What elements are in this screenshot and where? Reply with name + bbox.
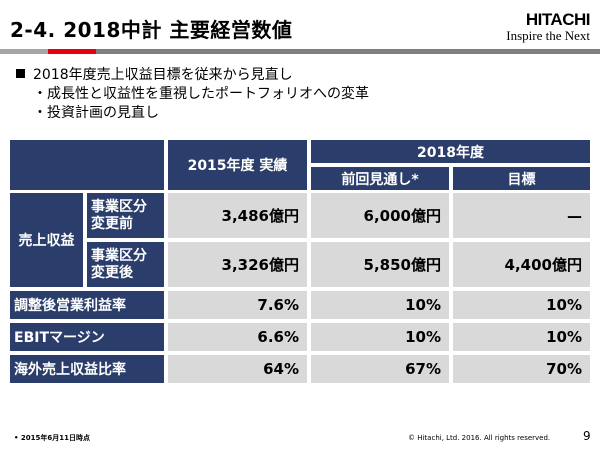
- row-sublabel: 事業区分 変更前: [87, 193, 164, 238]
- header-2015: 2015年度 実績: [168, 140, 307, 190]
- page-number: 9: [583, 429, 591, 443]
- row-sublabel: 事業区分 変更後: [87, 242, 164, 287]
- bullet-list: 2018年度売上収益目標を従来から見直し ・成長性と収益性を重視したポートフォリ…: [16, 66, 369, 123]
- cell-prev: 10%: [311, 291, 449, 319]
- bullet-sub: ・成長性と収益性を重視したポートフォリオへの変革: [33, 86, 369, 102]
- bullet-main: 2018年度売上収益目標を従来から見直し: [16, 66, 369, 85]
- cell-prev: 10%: [311, 323, 449, 351]
- row-label: EBITマージン: [10, 323, 164, 351]
- cell-target: 70%: [453, 355, 590, 383]
- copyright: © Hitachi, Ltd. 2016. All rights reserve…: [408, 434, 551, 442]
- cell-target: 4,400億円: [453, 242, 590, 287]
- footnote-text: 2015年6月11日時点: [20, 434, 91, 442]
- sublabel-line: 変更後: [91, 264, 133, 281]
- cell-target: 10%: [453, 291, 590, 319]
- cell-prev: 5,850億円: [311, 242, 449, 287]
- cell-2015: 3,486億円: [168, 193, 307, 238]
- header-blank: [10, 140, 164, 190]
- cell-2015: 64%: [168, 355, 307, 383]
- divider-left: [0, 49, 48, 54]
- logo-tagline: Inspire the Next: [506, 28, 590, 43]
- sublabel-line: 事業区分: [91, 247, 147, 264]
- sublabel-line: 事業区分: [91, 198, 147, 215]
- header-2018: 2018年度: [311, 140, 590, 163]
- sublabel-line: 変更前: [91, 215, 133, 232]
- footnote: • 2015年6月11日時点: [14, 434, 91, 442]
- cell-target: —: [453, 193, 590, 238]
- divider-accent: [48, 49, 96, 54]
- hitachi-logo: HITACHI Inspire the Next: [506, 11, 590, 43]
- cell-2015: 3,326億円: [168, 242, 307, 287]
- header-target: 目標: [453, 167, 590, 190]
- divider-right: [96, 49, 600, 54]
- page-title: 2-4. 2018中計 主要経営数値: [10, 18, 293, 42]
- row-label-revenue: 売上収益: [10, 193, 83, 287]
- logo-name: HITACHI: [525, 10, 591, 29]
- bullet-sub: ・投資計画の見直し: [33, 105, 159, 121]
- header-prev: 前回見通し*: [311, 167, 449, 190]
- cell-2015: 7.6%: [168, 291, 307, 319]
- cell-prev: 67%: [311, 355, 449, 383]
- cell-2015: 6.6%: [168, 323, 307, 351]
- row-label: 調整後営業利益率: [10, 291, 164, 319]
- row-label: 海外売上収益比率: [10, 355, 164, 383]
- cell-target: 10%: [453, 323, 590, 351]
- bullet-text: 2018年度売上収益目標を従来から見直し: [33, 67, 293, 83]
- cell-prev: 6,000億円: [311, 193, 449, 238]
- square-bullet-icon: [16, 69, 25, 78]
